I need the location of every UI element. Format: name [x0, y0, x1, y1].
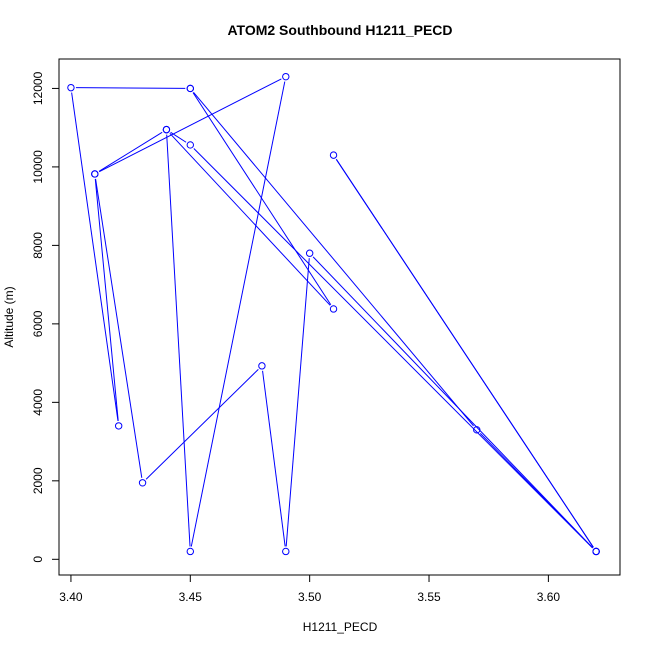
series-segment [94, 178, 119, 421]
y-tick-label: 0 [31, 556, 45, 563]
data-point [162, 125, 171, 134]
y-tick-label: 8000 [31, 232, 45, 259]
series-segment [192, 92, 332, 306]
y-axis-label: Altitude (m) [2, 286, 16, 347]
data-point [186, 547, 194, 556]
series-segment [479, 433, 593, 549]
y-tick-label: 10000 [31, 150, 45, 184]
data-point [186, 141, 194, 149]
series-segment [312, 256, 594, 549]
data-point [91, 170, 99, 178]
data-point [282, 547, 290, 556]
x-axis: 3.40 3.45 3.50 3.55 3.60 [59, 574, 561, 604]
y-tick-label: 6000 [31, 310, 45, 337]
data-point [305, 249, 314, 257]
series-segment [169, 132, 331, 306]
y-tick-label: 12000 [31, 71, 45, 105]
data-point [258, 362, 266, 370]
x-tick-label: 3.45 [179, 590, 203, 604]
x-tick-label: 3.60 [537, 590, 561, 604]
x-tick-label: 3.55 [417, 590, 441, 604]
series-segment [335, 159, 594, 548]
series-segment [190, 81, 286, 547]
data-point [67, 83, 75, 92]
data-point [329, 151, 338, 159]
data-point [282, 72, 290, 81]
series-segment [71, 92, 119, 422]
x-axis-label: H1211_PECD [303, 620, 378, 634]
data-point [186, 84, 194, 93]
x-tick-label: 3.40 [59, 590, 83, 604]
series-segment [285, 258, 310, 547]
data-point [329, 305, 338, 313]
series-segment [193, 148, 593, 549]
series-segment [193, 91, 474, 427]
series-segment [262, 370, 286, 547]
series-segment [75, 87, 186, 89]
x-tick-label: 3.50 [298, 590, 322, 604]
y-tick-label: 4000 [31, 389, 45, 416]
y-axis: 0 2000 4000 6000 8000 10000 12000 [31, 71, 60, 563]
data-series [67, 72, 600, 556]
chart-title: ATOM2 Southbound H1211_PECD [227, 22, 452, 38]
series-segment [99, 78, 282, 173]
series-segment [145, 368, 259, 480]
data-point [114, 422, 123, 430]
series-segment [95, 178, 143, 478]
series-segment [98, 131, 163, 172]
series-segment [166, 134, 191, 547]
data-point [473, 426, 481, 434]
data-point [138, 479, 147, 487]
y-tick-label: 2000 [31, 467, 45, 494]
data-point [592, 547, 600, 556]
series-segment [170, 131, 187, 143]
